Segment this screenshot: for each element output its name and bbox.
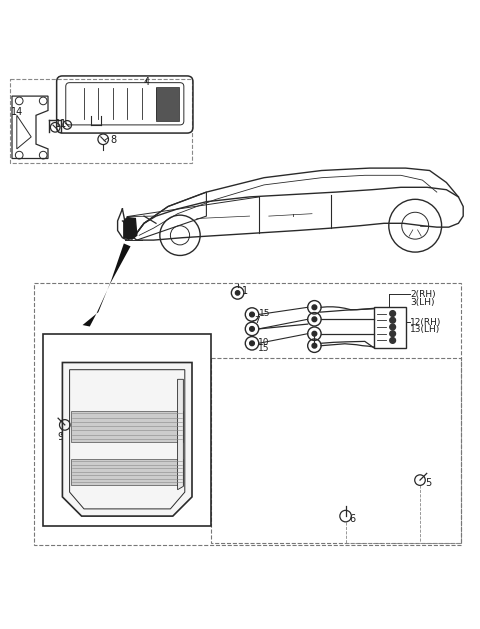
Text: 2(RH): 2(RH) [410,291,436,299]
Polygon shape [83,243,131,326]
Circle shape [235,291,240,295]
Circle shape [390,318,396,323]
Circle shape [250,341,254,346]
Circle shape [312,331,317,336]
Circle shape [390,331,396,337]
Text: 7: 7 [254,316,260,325]
Bar [10,79,192,164]
Text: 9: 9 [58,432,64,442]
Text: 11: 11 [55,119,68,129]
Bar [211,358,461,542]
Circle shape [250,326,254,331]
Text: 1: 1 [242,286,249,296]
Text: 13(LH): 13(LH) [410,325,441,334]
Polygon shape [124,218,137,239]
Text: 5: 5 [425,477,431,487]
Text: 8: 8 [110,135,117,145]
Circle shape [390,311,396,316]
Circle shape [390,338,396,343]
Text: 6: 6 [349,514,356,524]
Bar [374,308,406,348]
Text: 4: 4 [144,77,149,87]
Circle shape [312,317,317,321]
Text: 3(LH): 3(LH) [410,298,435,307]
Text: 15: 15 [259,309,271,318]
Circle shape [390,324,396,330]
Polygon shape [62,362,192,516]
Circle shape [312,305,317,309]
Text: 15: 15 [258,344,270,353]
Text: 10: 10 [258,338,270,347]
Bar [71,411,183,442]
Polygon shape [178,379,183,490]
Circle shape [250,312,254,317]
Text: 14: 14 [11,107,23,117]
Circle shape [312,343,317,348]
Bar [71,459,183,485]
Bar [34,283,461,545]
Bar [156,87,179,121]
Text: 12(RH): 12(RH) [410,318,442,327]
